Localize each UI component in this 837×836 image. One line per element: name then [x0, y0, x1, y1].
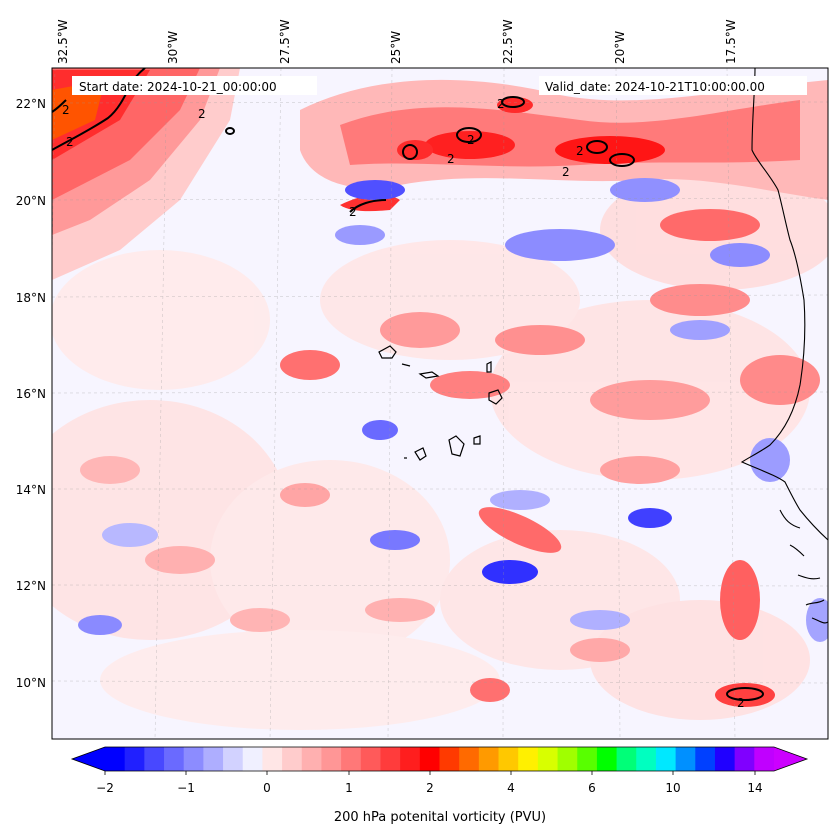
colorbar-tick-label: 4	[507, 781, 515, 795]
colorbar-swatch	[596, 747, 618, 771]
island-sao-nicolau	[418, 371, 440, 379]
map-panel: 2 2 2 2 2 2 2 2 2 2	[52, 68, 828, 739]
lon-label: 27.5°W	[278, 19, 292, 64]
colorbar-swatch	[282, 747, 303, 771]
contour-label: 2	[467, 133, 475, 147]
coastline	[740, 68, 828, 624]
colorbar-swatch	[754, 747, 775, 771]
island-santo-antao	[378, 345, 397, 359]
lon-label: 20°W	[613, 31, 627, 64]
colorbar-under-arrow	[72, 747, 105, 771]
colorbar-swatch	[321, 747, 342, 771]
lat-label: 10°N	[16, 676, 46, 690]
colorbar-swatch	[183, 747, 204, 771]
lon-label: 30°W	[166, 31, 180, 64]
colorbar-swatch	[144, 747, 165, 771]
valid-date-text: Valid_date: 2024-10-21T10:00:00.00	[545, 80, 765, 94]
graticule	[52, 68, 828, 739]
lat-label: 14°N	[16, 483, 46, 497]
colorbar-swatch	[341, 747, 362, 771]
colorbar-swatch	[124, 747, 145, 771]
cape-verde-islands	[378, 345, 503, 461]
lat-label: 22°N	[16, 97, 46, 111]
colorbar-swatch	[380, 747, 401, 771]
colorbar-swatch	[498, 747, 519, 771]
colorbar-swatch	[459, 747, 480, 771]
annotation-valid-date: Valid_date: 2024-10-21T10:00:00.00	[539, 76, 807, 95]
contour-label: 2	[447, 152, 455, 166]
colorbar-swatch	[616, 747, 637, 771]
lat-label: 12°N	[16, 579, 46, 593]
colorbar-swatch	[537, 747, 559, 771]
colorbar-swatch	[203, 747, 224, 771]
pv-field-positive-blobs	[80, 284, 820, 707]
colorbar-swatch	[675, 747, 696, 771]
island-boa-vista	[488, 389, 503, 405]
colorbar-swatch	[439, 747, 460, 771]
lon-label: 25°W	[389, 31, 403, 64]
pv-field-north-band	[300, 79, 828, 241]
island-santiago	[448, 435, 465, 457]
contour-label: 2	[737, 696, 745, 710]
colorbar-tick-label: 1	[345, 781, 353, 795]
island-sal	[486, 361, 492, 373]
colorbar-swatch	[164, 747, 185, 771]
colorbar-title: 200 hPa potenital vorticity (PVU)	[334, 810, 546, 825]
annotation-start-date: Start date: 2024-10-21_00:00:00	[72, 76, 317, 95]
colorbar-swatch	[714, 747, 736, 771]
colorbar-tick-label: −1	[177, 781, 195, 795]
contour-label: 2	[66, 135, 74, 149]
colorbar-swatch	[478, 747, 500, 771]
colorbar-swatches	[105, 747, 775, 771]
map-frame	[51, 67, 829, 740]
colorbar-tick-label: −2	[96, 781, 114, 795]
colorbar-ticks	[104, 771, 756, 775]
colorbar-swatch	[695, 747, 716, 771]
contour-label: 2	[349, 205, 357, 219]
contour-label: 2	[198, 107, 206, 121]
colorbar-over-arrow	[774, 747, 807, 771]
pv-field-negative-blobs	[78, 178, 828, 642]
island-sao-vicente	[401, 363, 411, 367]
colorbar-swatch	[577, 747, 598, 771]
lat-label: 20°N	[16, 194, 46, 208]
contour-label: 2	[62, 103, 70, 117]
pv-2-contours	[52, 68, 764, 701]
colorbar-swatch	[557, 747, 578, 771]
lat-label: 18°N	[16, 291, 46, 305]
longitude-labels: 32.5°W 30°W 27.5°W 25°W 22.5°W 20°W 17.5…	[56, 19, 738, 64]
colorbar-tick-labels: −2 −1 0 1 2 4 6 10 14	[96, 781, 762, 795]
contour-label: 2	[576, 144, 584, 158]
colorbar-tick-label: 2	[426, 781, 434, 795]
lon-label: 17.5°W	[724, 19, 738, 64]
contour-label: 2	[562, 165, 570, 179]
lon-label: 32.5°W	[56, 19, 70, 64]
contour-label: 2	[497, 97, 505, 111]
colorbar-swatch	[242, 747, 264, 771]
colorbar-swatch	[400, 747, 421, 771]
colorbar-swatch	[105, 747, 126, 771]
latitude-labels: 22°N 20°N 18°N 16°N 14°N 12°N 10°N	[16, 97, 46, 690]
colorbar-swatch	[734, 747, 755, 771]
colorbar-tick-label: 10	[665, 781, 680, 795]
colorbar-swatch	[518, 747, 539, 771]
colorbar-swatch	[262, 747, 283, 771]
colorbar-swatch	[655, 747, 677, 771]
colorbar-tick-label: 14	[747, 781, 762, 795]
colorbar-swatch	[223, 747, 244, 771]
lon-label: 22.5°W	[501, 19, 515, 64]
colorbar-swatch	[636, 747, 657, 771]
start-date-text: Start date: 2024-10-21_00:00:00	[79, 80, 277, 94]
colorbar-tick-label: 6	[588, 781, 596, 795]
colorbar: −2 −1 0 1 2 4 6 10 14 200 hPa potenital …	[70, 746, 809, 825]
lat-label: 16°N	[16, 387, 46, 401]
colorbar-swatch	[301, 747, 323, 771]
colorbar-swatch	[360, 747, 382, 771]
colorbar-tick-label: 0	[263, 781, 271, 795]
island-fogo	[414, 447, 427, 461]
island-maio	[473, 435, 481, 445]
colorbar-swatch	[419, 747, 441, 771]
pv-2-contour-labels: 2 2 2 2 2 2 2 2 2 2	[62, 97, 745, 710]
